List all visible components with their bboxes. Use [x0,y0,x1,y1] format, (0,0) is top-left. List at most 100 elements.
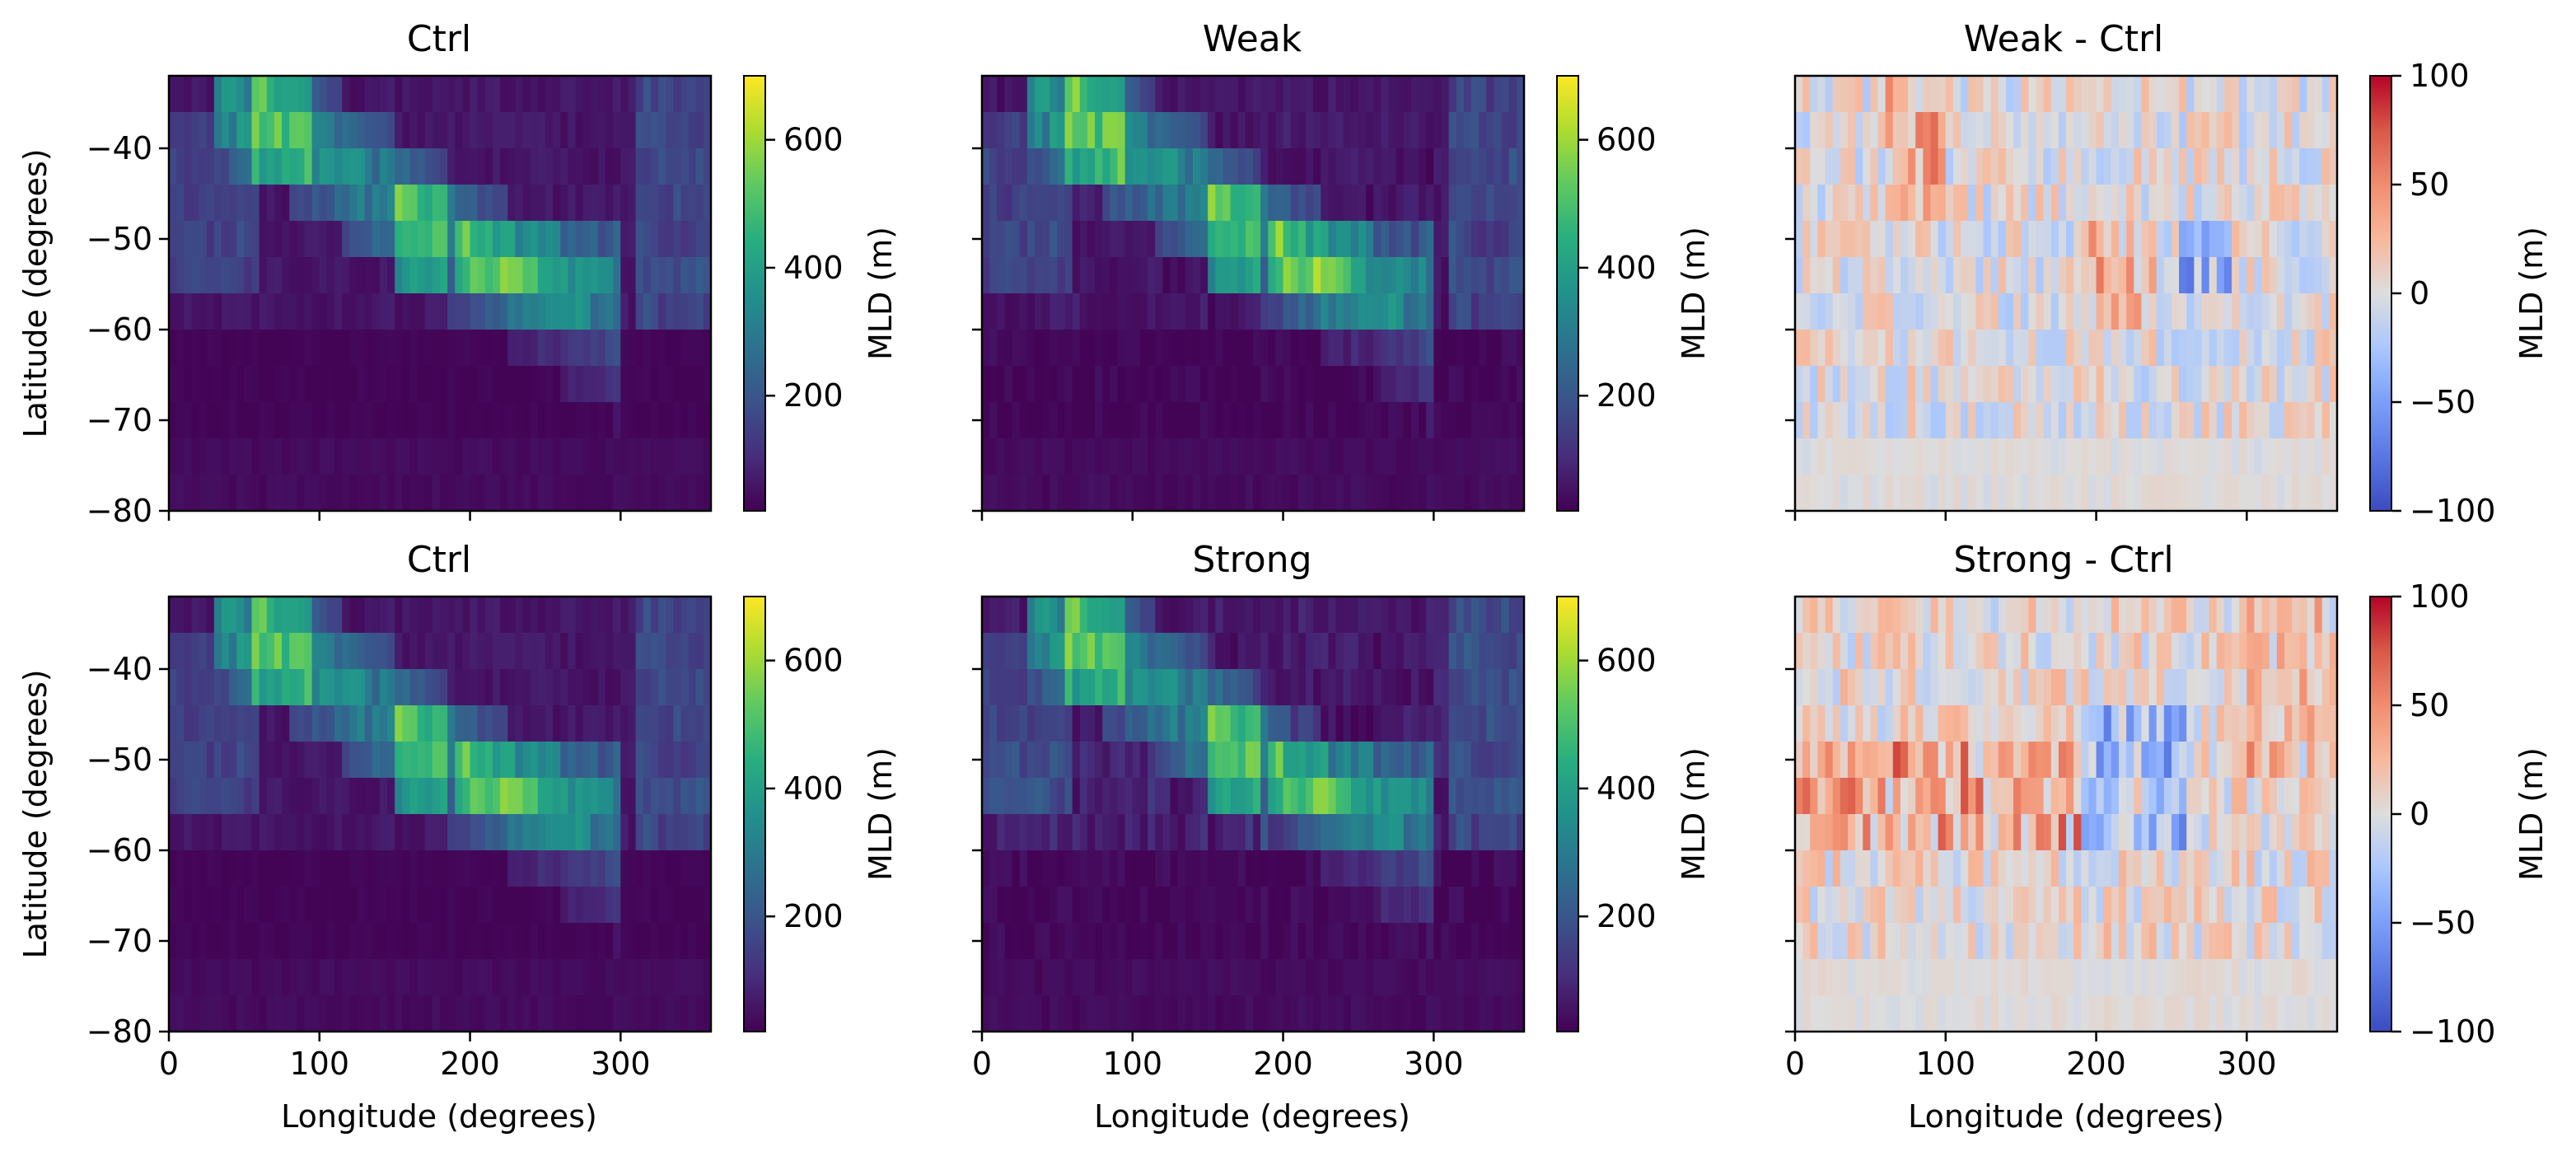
heatmap-cell [695,887,704,924]
heatmap-cell [1170,112,1179,149]
heatmap-cell [1366,148,1374,185]
heatmap-cell [1253,402,1261,439]
heatmap-cell [2050,148,2059,185]
heatmap-cell [342,402,350,439]
heatmap-cell [1795,257,1803,294]
heatmap-cell [1177,633,1186,670]
heatmap-cell [1208,887,1216,924]
heatmap-cell [1087,257,1096,294]
heatmap-cell [1215,597,1224,634]
heatmap-cell [432,330,441,367]
heatmap-cell [1079,185,1088,222]
heatmap-cell [703,995,712,1032]
heatmap-cell [560,850,568,887]
heatmap-cell [2179,597,2187,634]
heatmap-cell [1508,633,1517,670]
heatmap-cell [2216,669,2225,706]
heatmap-cell [1419,366,1427,403]
heatmap-cell [1945,438,1954,475]
heatmap-cell [311,995,320,1032]
heatmap-cell [289,76,297,113]
heatmap-cell [1148,366,1156,403]
heatmap-cell [1237,887,1246,924]
heatmap-cell [1050,293,1058,330]
heatmap-cell [319,185,328,222]
heatmap-cell [1998,257,2007,294]
heatmap-cell [387,475,395,512]
heatmap-cell [2118,597,2127,634]
heatmap-cell [1456,923,1465,960]
heatmap-cell [492,185,501,222]
heatmap-cell [2246,112,2256,149]
heatmap-cell [2111,257,2120,294]
heatmap-cell [229,185,237,222]
heatmap-cell [2036,814,2045,851]
heatmap-cell [613,669,621,706]
heatmap-cell [620,257,629,294]
heatmap-cell [1847,742,1856,779]
heatmap-cell [2111,705,2120,742]
heatmap-cell [372,76,381,113]
heatmap-cell [1026,850,1036,887]
heatmap-cell [1019,112,1028,149]
heatmap-cell [304,112,313,149]
heatmap-cell [432,887,441,924]
heatmap-cell [1192,148,1201,185]
heatmap-cell [1064,257,1073,294]
heatmap-cell [1923,475,1932,512]
heatmap-cell [1486,597,1495,634]
heatmap-cell [1110,742,1119,779]
heatmap-cell [342,438,350,475]
heatmap-cell [1290,293,1299,330]
heatmap-cell [1892,293,1901,330]
heatmap-cell [1441,366,1450,403]
heatmap-cell [2096,475,2105,512]
heatmap-cell [1885,850,1894,887]
heatmap-cell [635,76,644,113]
heatmap-cell [1373,221,1382,258]
heatmap-cell [680,402,690,439]
heatmap-cell [568,814,577,851]
heatmap-cell [1328,959,1337,996]
heatmap-cell [1064,112,1073,149]
heatmap-cell [289,185,297,222]
heatmap-cell [1139,669,1148,706]
heatmap-cell [1253,742,1261,779]
heatmap-cell [1915,705,1924,742]
heatmap-cell [2013,293,2022,330]
heatmap-cell [462,633,471,670]
heatmap-cell [440,923,448,960]
heatmap-cell [1448,221,1457,258]
heatmap-cell [1185,705,1194,742]
heatmap-cell [342,112,350,149]
heatmap-cell [507,330,516,367]
heatmap-cell [191,76,200,113]
tick-label: −60 [86,832,152,868]
heatmap-cell [432,705,441,742]
heatmap-cell [620,959,629,996]
heatmap-cell [484,366,493,403]
heatmap-cell [349,923,358,960]
heatmap-cell [395,887,403,924]
heatmap-cell [1042,814,1050,851]
heatmap-cell [537,995,546,1032]
heatmap-cell [1260,293,1269,330]
heatmap-cell [409,76,418,113]
heatmap-cell [229,475,237,512]
heatmap-cell [613,705,621,742]
heatmap-cell [169,959,177,996]
heatmap-cell [1200,669,1209,706]
heatmap-cell [1004,330,1013,367]
heatmap-cell [357,330,366,367]
heatmap-cell [1358,366,1367,403]
heatmap-cell [1004,850,1013,887]
heatmap-cell [484,438,493,475]
heatmap-cell [1057,705,1066,742]
heatmap-cell [1983,669,1992,706]
heatmap-cell [989,669,998,706]
heatmap-cell [1132,959,1141,996]
heatmap-cell [1501,112,1510,149]
heatmap-cell [1268,705,1277,742]
heatmap-cell [1230,959,1239,996]
heatmap-cell [334,669,343,706]
